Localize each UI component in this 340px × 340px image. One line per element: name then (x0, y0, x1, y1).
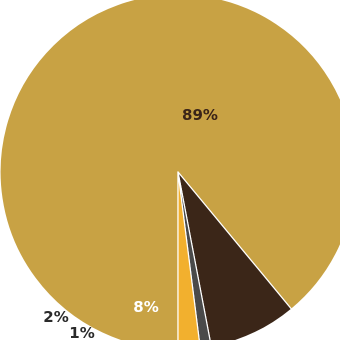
slice-label-8pct: 8% (133, 298, 158, 316)
slice-label-1pct: 1% (69, 324, 94, 340)
pie-labels: 89% 8% 1%2% (43, 106, 218, 340)
slice-label-89pct: 89% (182, 106, 218, 124)
pie-slice-8pct (177, 171, 293, 340)
slice-label-2pct: 2% (43, 308, 68, 326)
pie-slice-2pct (177, 171, 200, 340)
pie-slice-1pct (177, 171, 211, 340)
